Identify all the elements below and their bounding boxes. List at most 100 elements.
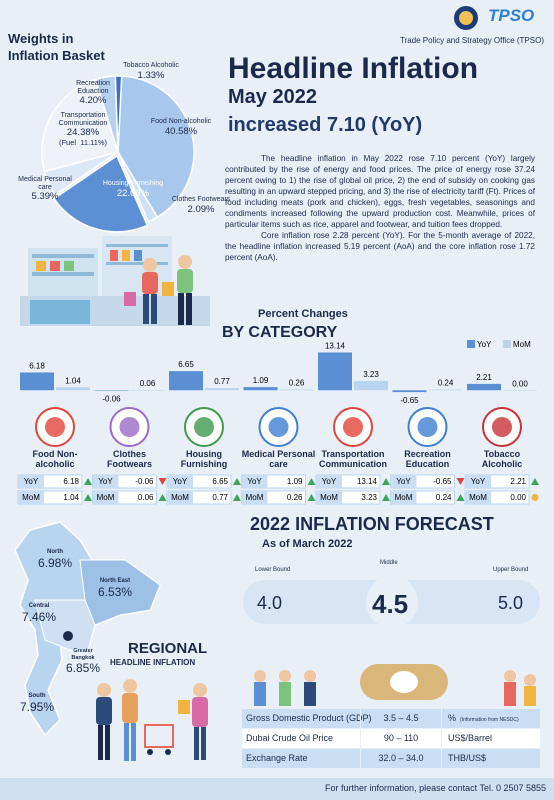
legend-swatch bbox=[503, 340, 511, 348]
bar-value-label: 1.09 bbox=[253, 376, 269, 385]
table-row: Dubai Crude Oil Price 90 – 110 US$/Barrel bbox=[242, 729, 540, 749]
pie-label: Tobacco Alcoholic 1.33% bbox=[120, 62, 182, 81]
cell-name-bg bbox=[390, 475, 417, 488]
up-arrow bbox=[84, 478, 92, 485]
bound-label: Upper Bound bbox=[493, 567, 529, 573]
pie-category: Tobacco Alcoholic bbox=[123, 62, 179, 69]
paragraph: Core inflation rose 2.28 percent (YoY). … bbox=[225, 231, 535, 262]
forecast-as-of: As of March 2022 bbox=[262, 538, 353, 550]
up-arrow bbox=[382, 478, 390, 485]
row-unit: % (Information from NESDC) bbox=[448, 709, 519, 730]
bar bbox=[20, 372, 54, 391]
bar-value-label: -0.06 bbox=[102, 395, 121, 404]
bar-value-label: 6.18 bbox=[29, 362, 45, 371]
row-unit-text: THB/US$ bbox=[448, 753, 487, 763]
row-unit-text: US$/Barrel bbox=[448, 733, 493, 743]
row-range: 3.5 – 4.5 bbox=[360, 709, 442, 728]
up-arrow bbox=[382, 494, 390, 501]
cell-name-bg bbox=[465, 491, 491, 504]
category-label: Clothes Footwears bbox=[106, 449, 152, 469]
row-item: Exchange Rate bbox=[246, 753, 308, 763]
bar bbox=[279, 389, 314, 391]
region-name: Central bbox=[28, 603, 50, 609]
cell-name: MoM bbox=[320, 493, 338, 502]
row-range: 90 – 110 bbox=[360, 729, 442, 748]
pie-value: 40.58% bbox=[164, 125, 198, 137]
cell-value: -0.65 bbox=[433, 477, 452, 486]
cell-name-bg bbox=[18, 475, 44, 488]
cell-value: 6.65 bbox=[212, 477, 228, 486]
up-arrow bbox=[307, 494, 316, 501]
pie-category: Housing Furnishing bbox=[102, 180, 164, 187]
pie-value: 24.38% bbox=[66, 127, 100, 138]
bar-subtitle: BY CATEGORY bbox=[222, 324, 338, 341]
bar-value-label: -0.65 bbox=[400, 396, 419, 405]
category-icon-inner bbox=[194, 417, 214, 437]
row-item: Gross Domestic Product (GDP) bbox=[246, 713, 372, 723]
category-label: Food Non-alcoholic bbox=[32, 449, 78, 469]
category-icon-inner bbox=[268, 417, 289, 437]
pie-slice bbox=[114, 75, 123, 153]
cell-name: MoM bbox=[97, 493, 115, 502]
bound-label: Lower Bound bbox=[255, 567, 291, 573]
row-unit-text: % bbox=[448, 713, 457, 723]
category-label: Transportation Communication bbox=[318, 449, 387, 469]
cell-name-bg bbox=[241, 491, 268, 504]
cell-name-bg bbox=[92, 475, 119, 488]
cell-name-bg bbox=[167, 475, 193, 488]
cell-name-bg bbox=[18, 491, 44, 504]
pie-value: 5.39% bbox=[31, 191, 59, 202]
bar-title: Percent Changes bbox=[258, 308, 348, 320]
pie-value: 2.09% bbox=[187, 203, 215, 215]
category-icon-inner bbox=[492, 417, 512, 437]
cell-name: YoY bbox=[173, 477, 188, 486]
pie-title: Weights in Inflation Basket bbox=[8, 31, 105, 63]
region-name: North bbox=[47, 549, 64, 555]
bar bbox=[467, 383, 501, 391]
region-value: 7.95% bbox=[20, 699, 55, 714]
cell-name: MoM bbox=[171, 493, 189, 502]
cell-name: MoM bbox=[246, 493, 264, 502]
bar-value-label: 2.21 bbox=[476, 373, 492, 382]
headline-month: May 2022 bbox=[228, 86, 317, 108]
up-arrow bbox=[531, 478, 539, 485]
bar bbox=[169, 371, 203, 391]
down-arrow bbox=[158, 478, 167, 485]
bar bbox=[205, 388, 239, 391]
pie-slice bbox=[53, 154, 149, 233]
cell-value: 3.23 bbox=[361, 493, 377, 502]
up-arrow bbox=[84, 494, 92, 501]
pie-value: 22.03% bbox=[116, 187, 150, 199]
pie-category: Food Non-alcoholic bbox=[150, 118, 212, 125]
forecast-year: 2022 bbox=[250, 514, 291, 534]
region-value: 6.53% bbox=[98, 584, 133, 599]
bar-value-label: 0.24 bbox=[438, 379, 454, 388]
row-range: 32.0 – 34.0 bbox=[360, 749, 442, 768]
category-icon-inner bbox=[45, 417, 65, 437]
bound-value: 5.0 bbox=[498, 593, 524, 613]
bar bbox=[503, 390, 537, 391]
cell-value: 1.04 bbox=[63, 493, 79, 502]
bar bbox=[318, 352, 352, 391]
regional-subtitle: HEADLINE INFLATION bbox=[110, 658, 196, 667]
pie-slice bbox=[117, 151, 159, 223]
region: Greater Bangkok 6.85% bbox=[66, 648, 100, 675]
bar bbox=[428, 389, 463, 391]
cell-value: 2.21 bbox=[510, 477, 526, 486]
row-item: Dubai Crude Oil Price bbox=[246, 733, 334, 743]
pie-label: Medical Personal care 5.39% bbox=[14, 176, 76, 202]
table-row: Gross Domestic Product (GDP) 3.5 – 4.5 % (I… bbox=[242, 709, 540, 729]
cell-name: YoY bbox=[471, 477, 486, 486]
table-row: Exchange Rate 32.0 – 34.0 THB/US$ bbox=[242, 749, 540, 769]
cell-name-bg bbox=[92, 491, 119, 504]
category-icon-inner bbox=[417, 417, 438, 437]
pie-label: Clothes Footwears 2.09% bbox=[170, 196, 232, 215]
cell-value: 0.24 bbox=[436, 493, 452, 502]
cell-value: 0.00 bbox=[510, 493, 526, 502]
cell-value: 0.06 bbox=[138, 493, 154, 502]
legend-swatch bbox=[467, 340, 475, 348]
pie-value: 4.20% bbox=[79, 95, 107, 106]
cell-name: YoY bbox=[322, 477, 337, 486]
